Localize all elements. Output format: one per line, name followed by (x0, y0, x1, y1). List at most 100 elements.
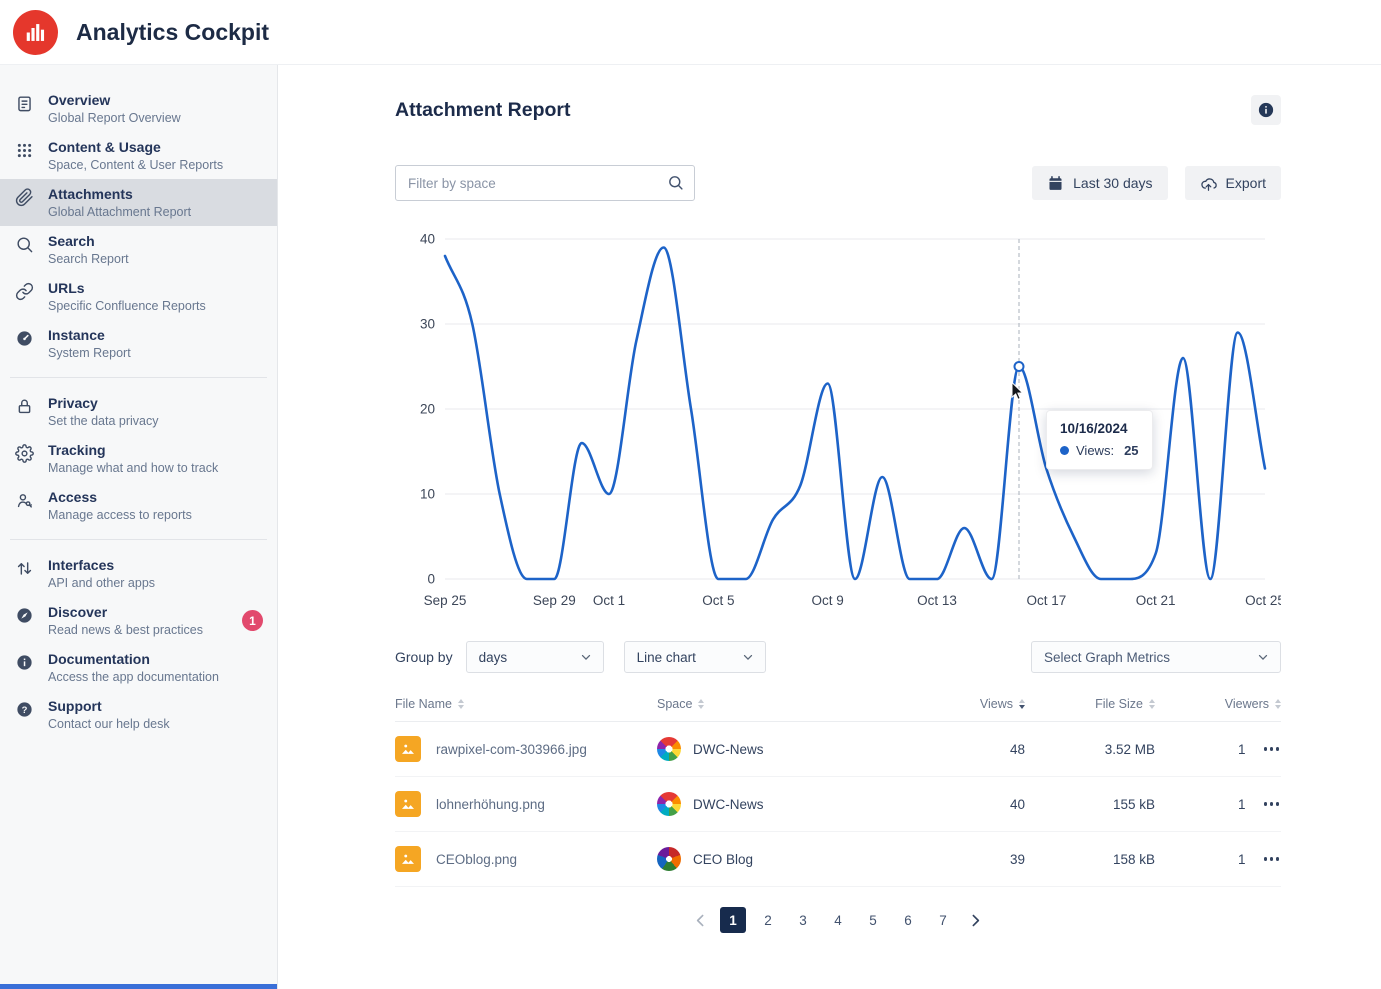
sidebar-divider (10, 377, 267, 378)
sidebar-item-subtitle: System Report (48, 346, 131, 360)
file-size-value: 155 kB (1025, 797, 1155, 812)
column-header-space[interactable]: Space (657, 697, 929, 711)
info-icon (15, 653, 35, 672)
page-5-button[interactable]: 5 (860, 907, 886, 933)
views-value: 48 (929, 742, 1025, 757)
svg-text:0: 0 (427, 572, 435, 587)
table-header-row: File Name Space Views File Size Viewers (395, 691, 1281, 722)
chart-tooltip: 10/16/2024 Views: 25 (1046, 410, 1153, 470)
sidebar-item-title: Overview (48, 92, 181, 108)
sidebar-item-subtitle: Global Report Overview (48, 111, 181, 125)
page-title: Attachment Report (395, 99, 571, 122)
row-actions-menu-icon[interactable] (1262, 852, 1282, 866)
table-row[interactable]: lohnerhöhung.pngDWC-News40155 kB1 (395, 777, 1281, 832)
sidebar-item-tracking[interactable]: TrackingManage what and how to track (0, 435, 277, 482)
viewers-value: 1 (1238, 797, 1246, 812)
sidebar-item-privacy[interactable]: PrivacySet the data privacy (0, 388, 277, 435)
group-by-select[interactable]: days (466, 641, 604, 673)
page-2-button[interactable]: 2 (755, 907, 781, 933)
file-name: CEOblog.png (436, 852, 517, 867)
svg-text:Oct 9: Oct 9 (812, 593, 844, 608)
sidebar-item-title: Attachments (48, 186, 191, 202)
page-7-button[interactable]: 7 (930, 907, 956, 933)
sidebar-item-title: Content & Usage (48, 139, 223, 155)
views-line-chart[interactable]: 010203040Sep 25Sep 29Oct 1Oct 5Oct 9Oct … (395, 227, 1281, 619)
app-logo[interactable] (13, 10, 58, 55)
sidebar-item-content-usage[interactable]: Content & UsageSpace, Content & User Rep… (0, 132, 277, 179)
space-avatar (657, 792, 681, 816)
sidebar-item-subtitle: Access the app documentation (48, 670, 219, 684)
file-name: rawpixel-com-303966.jpg (436, 742, 587, 757)
image-file-icon (395, 736, 421, 762)
pagination: 1234567 (395, 907, 1281, 933)
sidebar-item-attachments[interactable]: Attachments Global Attachment Report (0, 179, 277, 226)
link-icon (15, 282, 35, 301)
sidebar-item-title: Access (48, 489, 192, 505)
grid-icon (15, 141, 35, 160)
gear-icon (15, 444, 35, 463)
row-actions-menu-icon[interactable] (1262, 797, 1282, 811)
sidebar-item-discover[interactable]: DiscoverRead news & best practices1 (0, 597, 277, 644)
sidebar-item-subtitle: Set the data privacy (48, 414, 158, 428)
svg-text:Oct 17: Oct 17 (1026, 593, 1066, 608)
column-header-viewers[interactable]: Viewers (1155, 697, 1281, 711)
sidebar-item-instance[interactable]: InstanceSystem Report (0, 320, 277, 367)
sidebar-item-subtitle: Specific Confluence Reports (48, 299, 206, 313)
cloud-export-icon (1200, 175, 1217, 192)
sort-icon (698, 699, 704, 709)
space-avatar (657, 847, 681, 871)
sidebar-item-subtitle: Search Report (48, 252, 129, 266)
svg-text:?: ? (22, 705, 28, 716)
page-6-button[interactable]: 6 (895, 907, 921, 933)
gauge-icon (15, 329, 35, 348)
sidebar-item-subtitle: Read news & best practices (48, 623, 203, 637)
sidebar-item-support[interactable]: ?SupportContact our help desk (0, 691, 277, 738)
svg-text:Oct 21: Oct 21 (1136, 593, 1176, 608)
row-actions-menu-icon[interactable] (1262, 742, 1282, 756)
sidebar-item-subtitle: Manage access to reports (48, 508, 192, 522)
sidebar-item-urls[interactable]: URLsSpecific Confluence Reports (0, 273, 277, 320)
svg-text:10: 10 (420, 487, 435, 502)
table-row[interactable]: rawpixel-com-303966.jpgDWC-News483.52 MB… (395, 722, 1281, 777)
tooltip-date: 10/16/2024 (1060, 421, 1139, 436)
sidebar-item-access[interactable]: Access Manage access to reports (0, 482, 277, 529)
sort-icon (458, 699, 464, 709)
graph-metrics-select[interactable]: Select Graph Metrics (1031, 641, 1281, 673)
column-header-file-size[interactable]: File Size (1025, 697, 1155, 711)
report-icon (15, 94, 35, 113)
info-button[interactable] (1251, 95, 1281, 125)
column-header-file-name[interactable]: File Name (395, 697, 657, 711)
table-row[interactable]: CEOblog.pngCEO Blog39158 kB1 (395, 832, 1281, 887)
viewers-value: 1 (1238, 742, 1246, 757)
compass-icon (15, 606, 35, 625)
page-4-button[interactable]: 4 (825, 907, 851, 933)
app-title: Analytics Cockpit (76, 19, 269, 46)
svg-text:30: 30 (420, 317, 435, 332)
column-header-views[interactable]: Views (929, 697, 1025, 711)
sidebar-item-documentation[interactable]: DocumentationAccess the app documentatio… (0, 644, 277, 691)
date-range-button[interactable]: Last 30 days (1032, 166, 1167, 200)
svg-text:20: 20 (420, 402, 435, 417)
export-button[interactable]: Export (1185, 166, 1281, 200)
page-3-button[interactable]: 3 (790, 907, 816, 933)
pagination-pages: 1234567 (720, 907, 956, 933)
app-header: Analytics Cockpit (0, 0, 1381, 65)
chevron-down-icon (579, 650, 593, 664)
sidebar-item-subtitle: Global Attachment Report (48, 205, 191, 219)
sidebar-bottom-strip (0, 984, 277, 989)
pagination-next-button[interactable] (965, 910, 986, 931)
sidebar-item-search[interactable]: SearchSearch Report (0, 226, 277, 273)
pagination-prev-button[interactable] (690, 910, 711, 931)
filter-space-input[interactable] (395, 165, 695, 201)
chevron-down-icon (741, 650, 755, 664)
sidebar-item-overview[interactable]: Overview Global Report Overview (0, 85, 277, 132)
chevron-down-icon (1256, 650, 1270, 664)
group-by-label: Group by (395, 649, 453, 665)
space-name: DWC-News (693, 742, 764, 757)
sidebar-item-subtitle: Manage what and how to track (48, 461, 218, 475)
sidebar-item-interfaces[interactable]: InterfacesAPI and other apps (0, 550, 277, 597)
bar-chart-icon (22, 19, 49, 46)
sidebar: Overview Global Report Overview Content & … (0, 65, 278, 989)
page-1-button[interactable]: 1 (720, 907, 746, 933)
chart-type-select[interactable]: Line chart (624, 641, 766, 673)
